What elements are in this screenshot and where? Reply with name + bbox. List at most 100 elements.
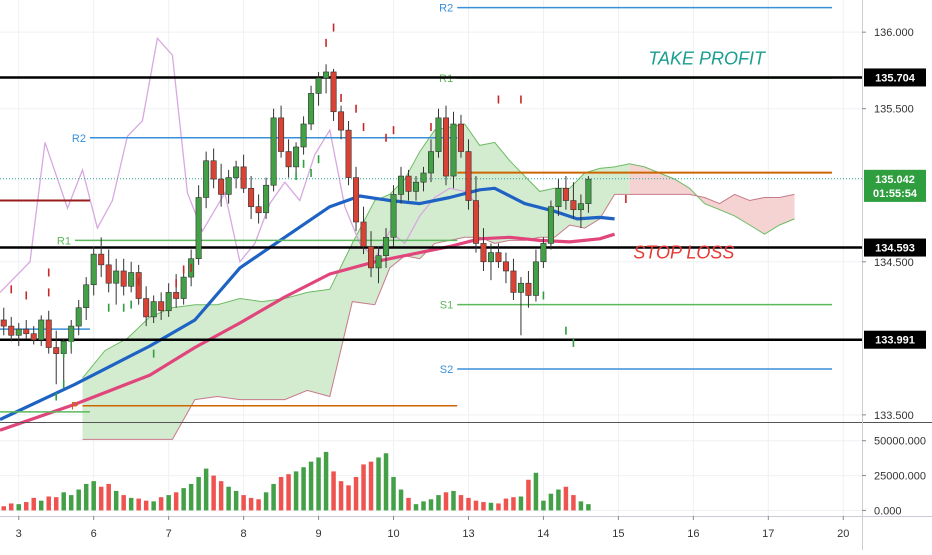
bearish-candle	[330, 71, 337, 113]
stop-loss-label: STOP LOSS	[633, 243, 734, 263]
volume-bar-down	[278, 476, 284, 511]
volume-bar-up	[376, 457, 381, 511]
price-tick-label: 133.500	[874, 410, 914, 422]
volume-bar-down	[526, 479, 531, 511]
volume-bar-up	[91, 481, 96, 511]
bullish-candle	[83, 284, 90, 309]
bullish-candle	[150, 301, 157, 318]
volume-bar-up	[533, 472, 539, 511]
bullish-candle	[383, 236, 390, 256]
bearish-candle	[143, 298, 150, 318]
volume-bar-up	[226, 486, 231, 511]
bullish-candle	[15, 328, 22, 336]
time-tick-label: 16	[687, 528, 699, 540]
cloud-red-area	[629, 163, 795, 235]
bullish-candle	[195, 197, 202, 260]
bearish-candle	[255, 206, 262, 214]
volume-bar-up	[151, 501, 156, 511]
price-axis: 136.000 135.500 134.500 133.500 135.704 135.0…	[862, 27, 926, 422]
volume-bar-up	[556, 489, 561, 511]
volume-bar-up	[76, 489, 81, 511]
volume-bar-down	[503, 498, 509, 511]
price-axis-background	[862, 0, 932, 550]
volume-bar-up	[541, 500, 546, 511]
price-tag-box	[864, 183, 926, 202]
volume-bar-down	[143, 500, 149, 511]
bullish-candle	[308, 93, 315, 125]
time-axis: 3 6 7 8 9 10 13 14 15 16 17 20	[16, 516, 849, 540]
bullish-candle	[90, 253, 97, 286]
volume-bar-down	[563, 486, 569, 511]
pivot-label: R2	[439, 3, 453, 15]
bullish-candle	[540, 243, 547, 263]
volume-tick-label: 0.000	[874, 505, 902, 517]
volume-bar-down	[121, 495, 126, 511]
bearish-candle	[0, 319, 7, 327]
volume-bar-down	[211, 475, 216, 511]
bullish-candle	[420, 172, 427, 183]
volume-bar-down	[1, 506, 6, 511]
price-tag-box	[864, 238, 926, 257]
bearish-candle	[218, 178, 225, 195]
price-tick-label: 135.500	[874, 104, 914, 116]
bullish-candle	[233, 166, 240, 178]
volume-bar-up	[301, 467, 306, 511]
pivot-label: R2	[72, 133, 86, 145]
bullish-candle	[128, 272, 135, 287]
bearish-candle	[465, 151, 472, 201]
bullish-candle	[323, 71, 330, 79]
bullish-candle	[300, 123, 307, 148]
volume-bar-up	[323, 451, 329, 511]
volume-bar-down	[353, 476, 359, 511]
cloud	[82, 123, 795, 440]
bearish-candle	[338, 111, 345, 131]
volume-bar-up	[398, 489, 404, 511]
bearish-candle	[23, 328, 30, 335]
volume-bar-up	[578, 501, 584, 511]
volume-bar-up	[548, 493, 554, 511]
volume-bar-down	[571, 495, 576, 511]
bullish-candle	[263, 184, 270, 214]
volume-axis: 50000.000 25000.000 0.000	[862, 436, 926, 517]
bearish-candle	[105, 264, 112, 284]
bullish-candle	[450, 123, 457, 177]
bullish-candle	[517, 282, 524, 293]
bullish-candle	[68, 325, 75, 342]
bullish-candle	[428, 151, 434, 174]
volume-bar-up	[413, 504, 419, 511]
bearish-candle	[173, 292, 180, 299]
bearish-candle	[278, 117, 285, 152]
pivot-label: S1	[440, 300, 453, 312]
volume-bar-down	[8, 503, 14, 511]
bearish-candle	[525, 282, 532, 296]
cloud-green-area	[82, 124, 630, 440]
time-axis-background	[0, 516, 932, 550]
price-tag-label: 133.991	[875, 335, 915, 347]
bearish-candle	[562, 188, 569, 201]
volume-bar-up	[16, 504, 21, 511]
price-tick-label: 134.500	[874, 257, 914, 269]
volume-tick-label: 50000.000	[874, 436, 926, 448]
take-profit-label: TAKE PROFIT	[648, 48, 767, 68]
price-levels	[0, 76, 862, 341]
volume-bars	[1, 451, 591, 511]
volume-bar-down	[98, 486, 104, 511]
volume-bar-down	[256, 499, 261, 511]
volume-bar-down	[346, 485, 351, 511]
volume-bar-up	[316, 457, 321, 511]
volume-bar-up	[83, 483, 89, 511]
price-tag-label: 134.593	[875, 243, 915, 255]
pivot-label: P	[71, 401, 78, 413]
price-tag-label: 01:55:54	[873, 188, 918, 200]
bearish-candle	[120, 270, 127, 287]
time-tick-label: 3	[16, 528, 22, 540]
volume-bar-up	[451, 490, 456, 511]
volume-bar-down	[406, 497, 411, 511]
volume-bar-up	[181, 488, 186, 511]
bearish-candle	[368, 246, 375, 269]
volume-bar-down	[361, 464, 366, 511]
bullish-candle	[555, 188, 562, 207]
bullish-candle	[375, 255, 382, 269]
